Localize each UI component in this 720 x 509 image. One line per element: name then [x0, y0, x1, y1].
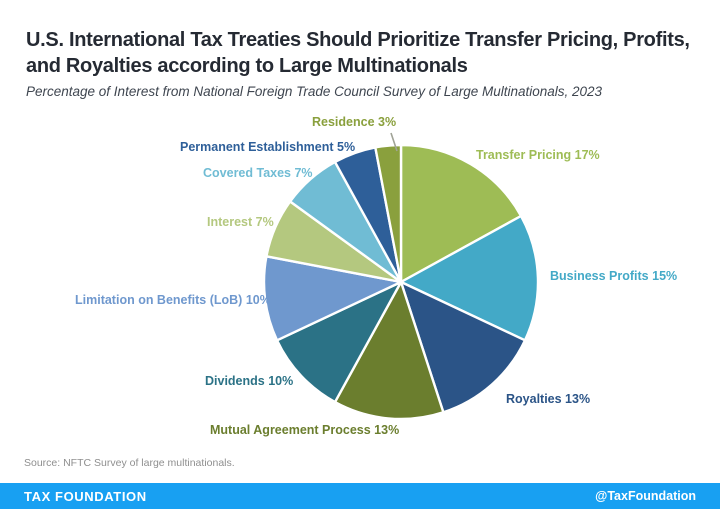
brand-logo-text: TAX FOUNDATION	[24, 488, 147, 504]
pie-slice-mutual-agreement-process	[333, 280, 445, 421]
slice-label-interest: Interest 7%	[207, 215, 274, 229]
slice-label-residence: Residence 3%	[312, 115, 397, 129]
slice-label-permanent-establishment: Permanent Establishment 5%	[180, 140, 356, 154]
pie-slice-royalties	[399, 280, 527, 414]
social-handle: @TaxFoundation	[595, 489, 696, 503]
pie-slice-residence	[374, 143, 403, 284]
slice-label-business-profits: Business Profits 15%	[550, 269, 678, 283]
footer-bar: TAX FOUNDATION @TaxFoundation	[0, 483, 720, 509]
source-note: Source: NFTC Survey of large multination…	[24, 457, 235, 469]
slice-label-limitation-on-benefits: Limitation on Benefits (LoB) 10%	[75, 293, 271, 307]
slice-label-mutual-agreement-process: Mutual Agreement Process 13%	[210, 423, 400, 437]
slice-label-covered-taxes: Covered Taxes 7%	[203, 166, 313, 180]
slice-label-dividends: Dividends 10%	[205, 374, 294, 388]
residence-leader-line	[390, 132, 398, 152]
pie-slice-limitation-on-benefits-lob	[262, 255, 403, 342]
pie-slice-dividends	[275, 280, 403, 404]
pie-slice-transfer-pricing	[399, 143, 523, 284]
chart-subtitle: Percentage of Interest from National For…	[26, 84, 603, 99]
pie-chart: Residence 3% Permanent Establishment 5% …	[0, 112, 720, 458]
slice-label-transfer-pricing: Transfer Pricing 17%	[476, 148, 600, 162]
pie-slice-business-profits	[399, 214, 540, 342]
page-title: U.S. International Tax Treaties Should P…	[26, 29, 690, 78]
pie-svg	[262, 132, 540, 421]
slice-label-royalties: Royalties 13%	[506, 392, 591, 406]
